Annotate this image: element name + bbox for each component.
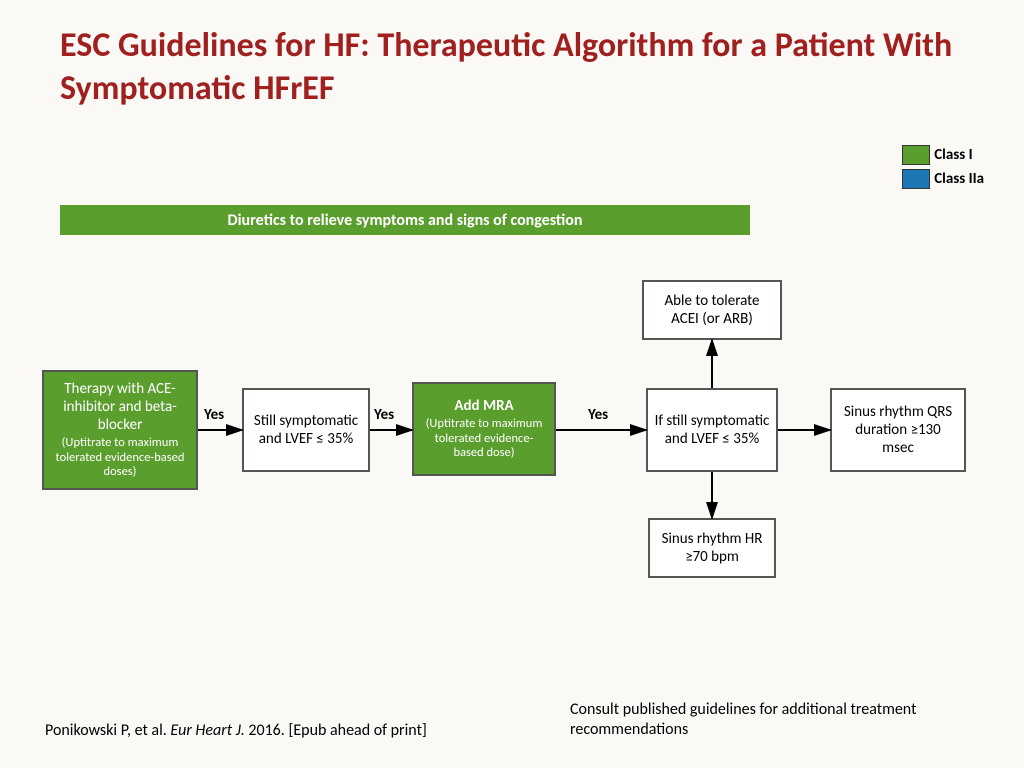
slide-title: ESC Guidelines for HF: Therapeutic Algor… bbox=[60, 25, 960, 110]
legend-label-class1: Class I bbox=[934, 146, 972, 164]
node-subtext: (Uptitrate to maximum tolerated evidence… bbox=[420, 417, 548, 460]
node-text: Therapy with ACE-inhibitor and beta-bloc… bbox=[50, 380, 190, 434]
node-text: Still symptomatic and LVEF ≤ 35% bbox=[250, 412, 362, 448]
node-sinus-qrs: Sinus rhythm QRS duration ≥130 msec bbox=[830, 388, 966, 472]
edge-label: Yes bbox=[588, 406, 608, 424]
edge-label: Yes bbox=[374, 406, 394, 424]
node-add-mra: Add MRA (Uptitrate to maximum tolerated … bbox=[412, 382, 556, 476]
node-still-symptomatic-2: If still symptomatic and LVEF ≤ 35% bbox=[646, 388, 778, 472]
node-tolerate-acei: Able to tolerate ACEI (or ARB) bbox=[642, 280, 782, 340]
edge-label: Yes bbox=[204, 406, 224, 424]
legend-item-class1: Class I bbox=[902, 145, 984, 165]
node-sinus-hr: Sinus rhythm HR ≥70 bpm bbox=[648, 518, 776, 578]
legend-swatch-class2a bbox=[902, 169, 930, 189]
diuretics-banner: Diuretics to relieve symptoms and signs … bbox=[60, 205, 750, 235]
citation-journal: Eur Heart J. bbox=[170, 721, 248, 740]
node-ace-betablocker: Therapy with ACE-inhibitor and beta-bloc… bbox=[42, 370, 198, 490]
legend-item-class2a: Class IIa bbox=[902, 169, 984, 189]
legend: Class I Class IIa bbox=[902, 145, 984, 193]
citation-authors: Ponikowski P, et al. bbox=[45, 721, 170, 740]
legend-swatch-class1 bbox=[902, 145, 930, 165]
footnote: Consult published guidelines for additio… bbox=[570, 700, 980, 740]
node-text: Sinus rhythm HR ≥70 bpm bbox=[656, 530, 768, 566]
node-text: Add MRA bbox=[454, 397, 513, 415]
node-subtext: (Uptitrate to maximum tolerated evidence… bbox=[50, 436, 190, 479]
node-still-symptomatic-1: Still symptomatic and LVEF ≤ 35% bbox=[242, 388, 370, 472]
node-text: Sinus rhythm QRS duration ≥130 msec bbox=[838, 403, 958, 457]
node-text: Able to tolerate ACEI (or ARB) bbox=[650, 292, 774, 328]
citation: Ponikowski P, et al. Eur Heart J. 2016. … bbox=[45, 721, 427, 740]
node-text: If still symptomatic and LVEF ≤ 35% bbox=[654, 412, 770, 448]
legend-label-class2a: Class IIa bbox=[934, 170, 984, 188]
citation-rest: 2016. [Epub ahead of print] bbox=[248, 721, 426, 740]
